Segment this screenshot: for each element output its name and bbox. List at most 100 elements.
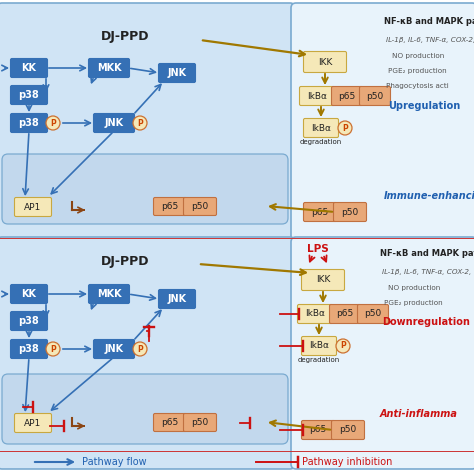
FancyBboxPatch shape (329, 304, 361, 323)
FancyBboxPatch shape (89, 284, 129, 303)
Text: P: P (50, 118, 56, 128)
Text: Downregulation: Downregulation (382, 317, 470, 327)
Text: P: P (342, 124, 348, 133)
Text: Upregulation: Upregulation (388, 101, 460, 111)
Text: p38: p38 (18, 316, 39, 326)
Circle shape (133, 116, 147, 130)
FancyBboxPatch shape (0, 237, 295, 469)
Text: Anti-inflamma: Anti-inflamma (380, 409, 458, 419)
Text: JNK: JNK (167, 294, 187, 304)
Text: IkBα: IkBα (307, 91, 327, 100)
FancyBboxPatch shape (301, 337, 337, 356)
FancyBboxPatch shape (303, 52, 346, 73)
FancyBboxPatch shape (93, 113, 135, 133)
Text: AP1: AP1 (24, 419, 42, 428)
FancyBboxPatch shape (183, 198, 217, 216)
Text: MKK: MKK (97, 289, 121, 299)
FancyBboxPatch shape (183, 413, 217, 431)
Text: IkBα: IkBα (309, 341, 329, 350)
Text: degradation: degradation (300, 139, 342, 145)
Text: p65: p65 (338, 91, 356, 100)
FancyBboxPatch shape (291, 237, 474, 469)
Text: Immune-enhancin: Immune-enhancin (384, 191, 474, 201)
FancyBboxPatch shape (93, 339, 135, 358)
Text: IKK: IKK (316, 275, 330, 284)
Text: DJ-PPD: DJ-PPD (101, 29, 149, 43)
FancyBboxPatch shape (331, 86, 363, 106)
Text: p65: p65 (161, 418, 179, 427)
Text: LPS: LPS (307, 244, 329, 254)
FancyBboxPatch shape (298, 304, 332, 323)
Text: PGE₂ production: PGE₂ production (384, 300, 443, 306)
Text: p38: p38 (18, 344, 39, 354)
Text: Phagocytosis acti: Phagocytosis acti (386, 83, 449, 89)
Text: PGE₂ production: PGE₂ production (388, 68, 447, 74)
Circle shape (338, 121, 352, 135)
Text: JNK: JNK (104, 118, 124, 128)
Circle shape (336, 339, 350, 353)
Text: IKK: IKK (318, 57, 332, 66)
Text: degradation: degradation (298, 357, 340, 363)
Text: IL-1β, IL-6, TNF-α, COX-2,: IL-1β, IL-6, TNF-α, COX-2, (386, 37, 474, 43)
FancyBboxPatch shape (2, 374, 288, 444)
Text: IkBα: IkBα (311, 124, 331, 133)
Circle shape (46, 342, 60, 356)
Text: NO production: NO production (392, 53, 444, 59)
FancyBboxPatch shape (10, 339, 47, 358)
Text: MKK: MKK (97, 63, 121, 73)
FancyBboxPatch shape (0, 3, 295, 241)
Circle shape (133, 342, 147, 356)
Text: p50: p50 (341, 208, 359, 217)
Text: IL-1β, IL-6, TNF-α, COX-2,: IL-1β, IL-6, TNF-α, COX-2, (382, 269, 471, 275)
FancyBboxPatch shape (89, 58, 129, 78)
Text: p65: p65 (337, 310, 354, 319)
Text: P: P (137, 345, 143, 354)
Text: p65: p65 (311, 208, 328, 217)
FancyBboxPatch shape (154, 413, 186, 431)
FancyBboxPatch shape (334, 202, 366, 221)
Text: JNK: JNK (104, 344, 124, 354)
FancyBboxPatch shape (10, 284, 47, 303)
FancyBboxPatch shape (158, 290, 195, 309)
Text: p50: p50 (366, 91, 383, 100)
Text: JNK: JNK (167, 68, 187, 78)
Text: NF-κB and MAPK pathwa: NF-κB and MAPK pathwa (380, 249, 474, 258)
FancyBboxPatch shape (10, 311, 47, 330)
FancyBboxPatch shape (10, 113, 47, 133)
FancyBboxPatch shape (301, 420, 335, 439)
FancyBboxPatch shape (10, 85, 47, 104)
FancyBboxPatch shape (301, 270, 345, 291)
FancyBboxPatch shape (331, 420, 365, 439)
Text: p50: p50 (191, 418, 209, 427)
FancyBboxPatch shape (15, 198, 52, 217)
Text: Pathway flow: Pathway flow (82, 457, 146, 467)
Text: P: P (340, 341, 346, 350)
FancyBboxPatch shape (291, 3, 474, 241)
Text: p65: p65 (310, 426, 327, 435)
Text: p65: p65 (161, 202, 179, 211)
Text: NF-κB and MAPK pathwa: NF-κB and MAPK pathwa (384, 17, 474, 26)
FancyBboxPatch shape (303, 118, 338, 137)
FancyBboxPatch shape (15, 413, 52, 432)
FancyBboxPatch shape (359, 86, 391, 106)
Text: KK: KK (21, 289, 36, 299)
FancyBboxPatch shape (300, 86, 335, 106)
Text: p38: p38 (18, 90, 39, 100)
FancyBboxPatch shape (10, 58, 47, 78)
Text: NO production: NO production (388, 285, 440, 291)
FancyBboxPatch shape (2, 154, 288, 224)
Text: p38: p38 (18, 118, 39, 128)
Text: KK: KK (21, 63, 36, 73)
FancyBboxPatch shape (158, 64, 195, 82)
Text: p50: p50 (191, 202, 209, 211)
FancyBboxPatch shape (357, 304, 389, 323)
Text: p50: p50 (339, 426, 356, 435)
FancyBboxPatch shape (154, 198, 186, 216)
Text: AP1: AP1 (24, 202, 42, 211)
FancyBboxPatch shape (303, 202, 337, 221)
Circle shape (46, 116, 60, 130)
Text: P: P (137, 118, 143, 128)
Text: p50: p50 (365, 310, 382, 319)
Text: IkBα: IkBα (305, 310, 325, 319)
Text: DJ-PPD: DJ-PPD (101, 255, 149, 268)
